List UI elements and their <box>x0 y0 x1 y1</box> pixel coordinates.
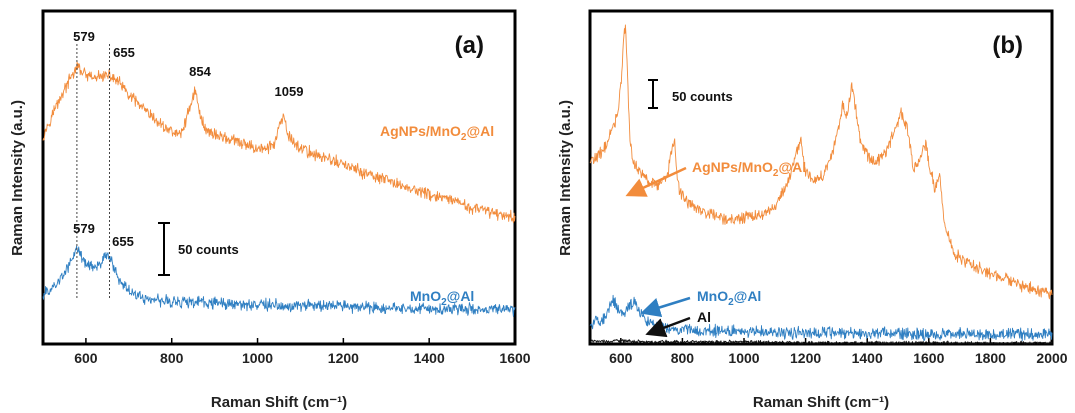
series-line-a-0 <box>42 60 516 224</box>
x-tick-group-a: 600 800 1000 1200 1400 1600 <box>74 338 531 366</box>
panel-a: 600 800 1000 1200 1400 1600 (a) 579 655 854 1… <box>9 9 531 411</box>
guide-lines-a <box>76 44 111 300</box>
y-axis-label-b: Raman Intensity (a.u.) <box>557 100 574 256</box>
x-tick-label-b-1000: 1000 <box>728 350 759 366</box>
series-line-b-2 <box>589 338 1053 345</box>
peak-label-854: 854 <box>189 64 211 79</box>
peak-label-1059: 1059 <box>275 84 304 99</box>
arrow-mno2-b <box>640 296 691 318</box>
peak-label-579-bottom: 579 <box>73 221 95 236</box>
x-tick-label-b-2000: 2000 <box>1036 350 1067 366</box>
y-axis-label-a: Raman Intensity (a.u.) <box>9 100 26 256</box>
plot-frame-a <box>41 9 517 346</box>
series-group-a <box>42 60 516 317</box>
x-tick-label-a-1400: 1400 <box>414 350 445 366</box>
arrow-agnps-b <box>625 166 687 197</box>
x-tick-label-a-600: 600 <box>74 350 98 366</box>
x-tick-label-a-1000: 1000 <box>242 350 273 366</box>
series-line-b-0 <box>589 24 1053 300</box>
scale-bar-a: 50 counts <box>158 222 239 276</box>
x-tick-label-b-600: 600 <box>609 350 633 366</box>
scale-bar-b: 50 counts <box>648 79 733 109</box>
x-tick-label-b-1600: 1600 <box>913 350 944 366</box>
x-tick-label-b-1800: 1800 <box>975 350 1006 366</box>
series-label-agnps-a: AgNPs/MnO2@Al <box>380 123 494 143</box>
series-label-al-b: Al <box>697 309 711 325</box>
x-tick-label-b-1400: 1400 <box>852 350 883 366</box>
peak-label-579-top: 579 <box>73 29 95 44</box>
series-label-mno2-a: MnO2@Al <box>410 288 474 308</box>
series-line-b-1 <box>589 294 1053 342</box>
peak-label-655-bottom: 655 <box>112 234 134 249</box>
panel-b: 600 800 1000 1200 1400 1600 1800 2000 (b) 50 co… <box>557 9 1068 411</box>
x-axis-label-b: Raman Shift (cm⁻¹) <box>753 394 889 411</box>
series-label-mno2-b: MnO2@Al <box>697 288 761 308</box>
arrow-al-b <box>645 316 691 338</box>
series-group-b <box>589 24 1053 345</box>
panel-label-a: (a) <box>455 32 484 59</box>
x-axis-label-a: Raman Shift (cm⁻¹) <box>211 394 347 411</box>
peak-label-655-top: 655 <box>113 45 135 60</box>
x-tick-label-b-800: 800 <box>671 350 695 366</box>
x-tick-label-b-1200: 1200 <box>790 350 821 366</box>
scale-bar-label-b: 50 counts <box>672 89 733 104</box>
panel-label-b: (b) <box>992 32 1023 59</box>
series-label-agnps-b: AgNPs/MnO2@Al <box>692 159 806 179</box>
series-line-a-1 <box>42 245 516 317</box>
scale-bar-label-a: 50 counts <box>178 242 239 257</box>
x-tick-label-a-1600: 1600 <box>499 350 530 366</box>
x-tick-label-a-800: 800 <box>160 350 184 366</box>
x-tick-label-a-1200: 1200 <box>328 350 359 366</box>
